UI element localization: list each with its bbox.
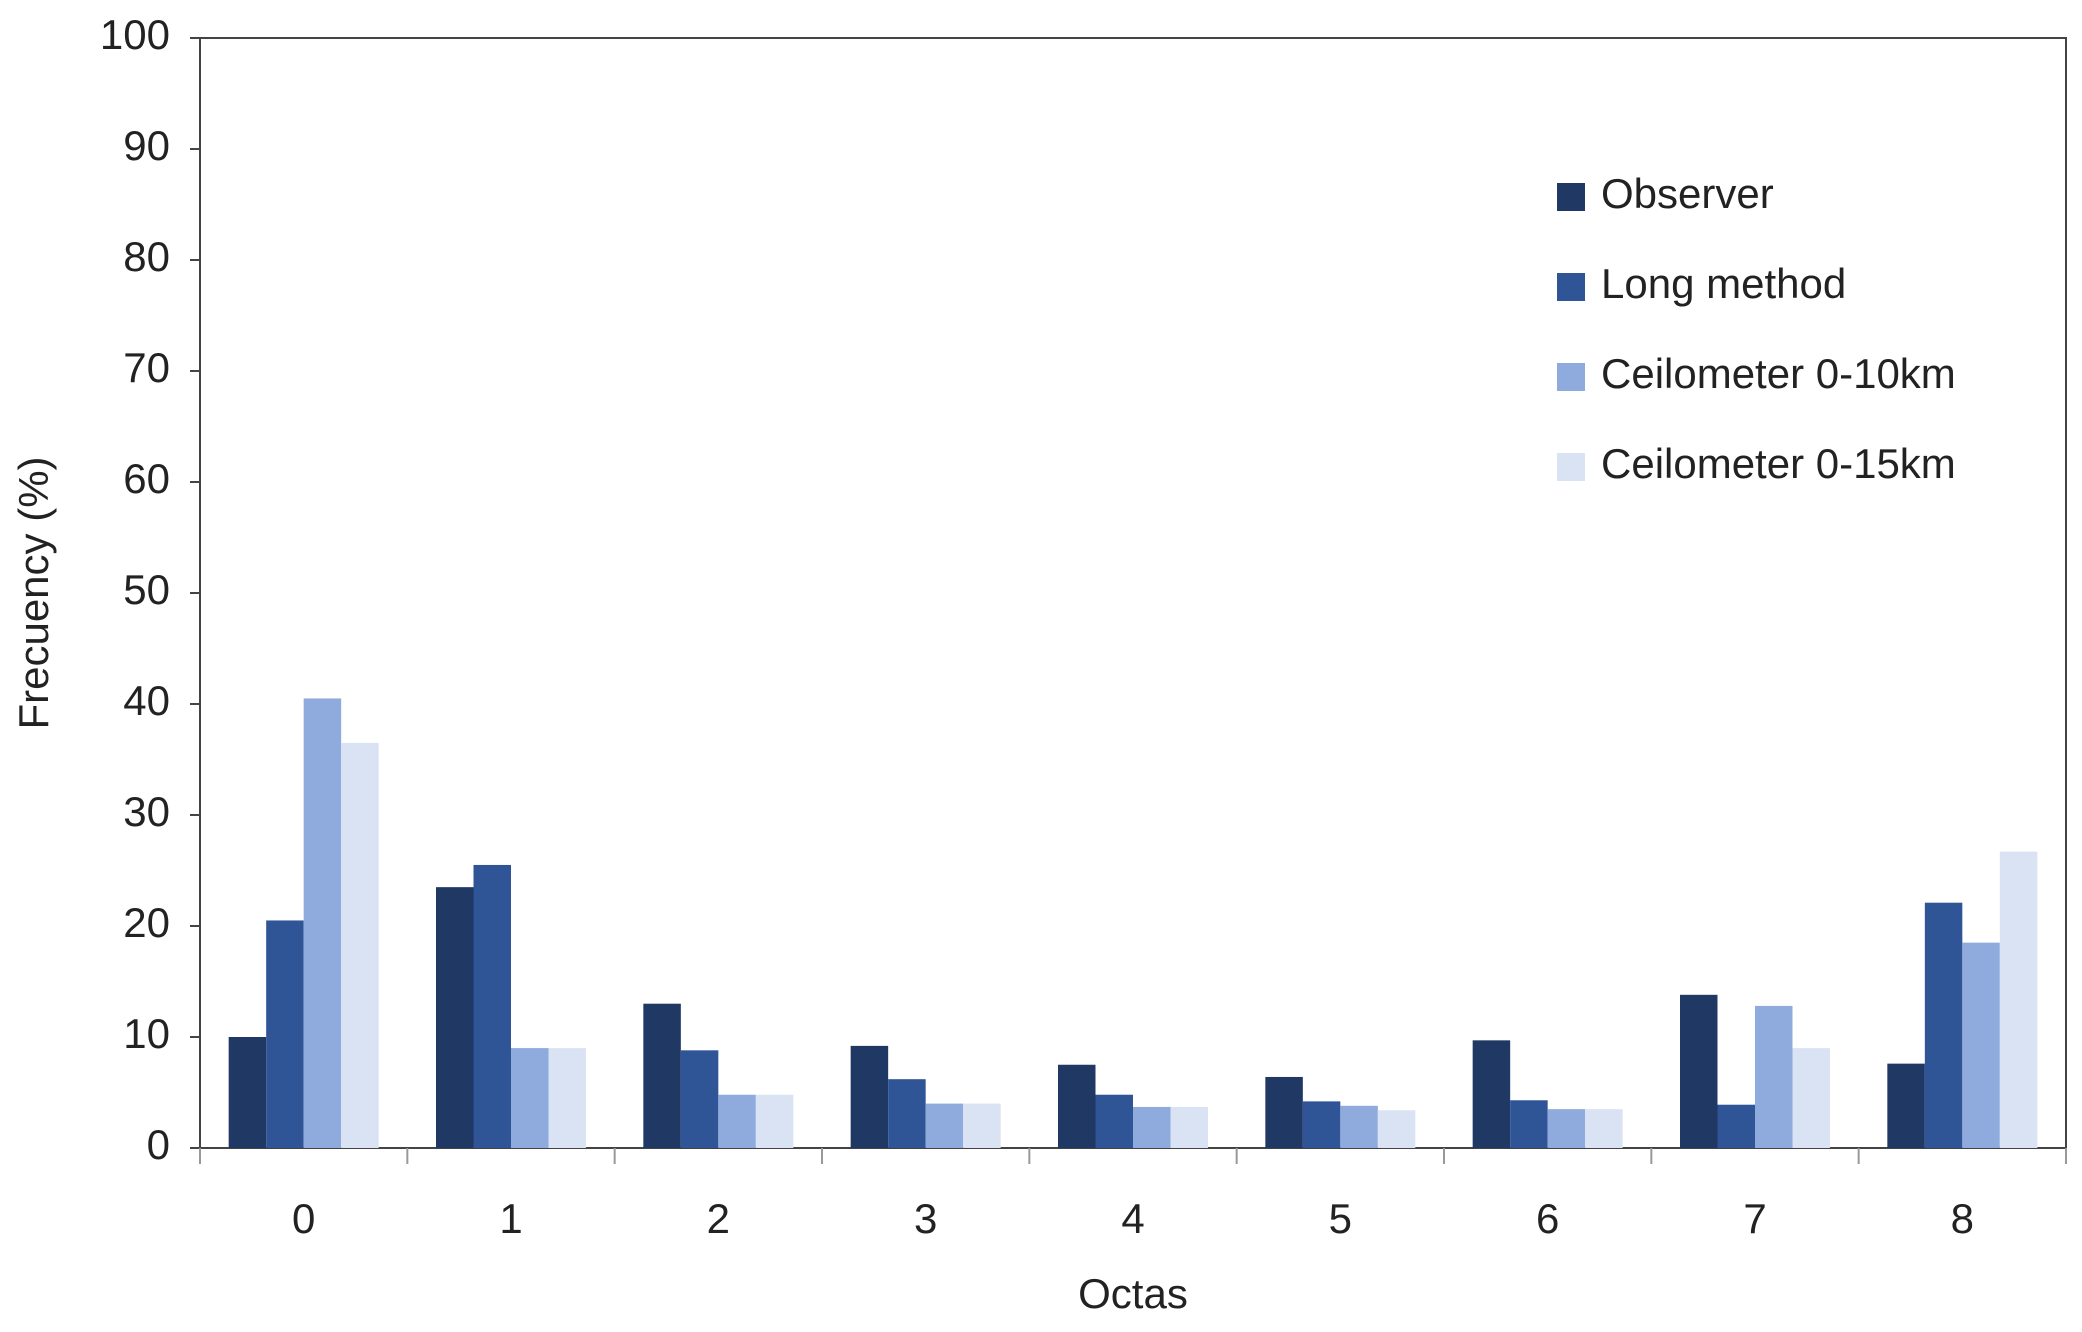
bar [1887, 1063, 1925, 1148]
bar [341, 742, 379, 1148]
y-tick-label: 80 [123, 233, 170, 280]
y-tick-label: 90 [123, 122, 170, 169]
bar [1510, 1100, 1548, 1148]
bar [1792, 1048, 1830, 1148]
bar [1999, 851, 2038, 1148]
x-tick-label: 4 [1121, 1195, 1144, 1242]
bar [1058, 1064, 1096, 1148]
y-axis-label: Frecuency (%) [10, 456, 57, 729]
x-tick-label: 2 [707, 1195, 730, 1242]
legend-swatch [1557, 273, 1585, 301]
bar [1755, 1005, 1793, 1148]
x-tick-label: 7 [1743, 1195, 1766, 1242]
legend-label: Ceilometer 0-15km [1601, 440, 1956, 487]
y-tick-label: 20 [123, 899, 170, 946]
bar [1265, 1076, 1303, 1148]
bar [680, 1050, 719, 1148]
legend-label: Long method [1601, 260, 1846, 307]
legend-label: Observer [1601, 170, 1774, 217]
x-tick-label: 5 [1329, 1195, 1352, 1242]
bar [1680, 994, 1718, 1148]
y-tick-label: 50 [123, 566, 170, 613]
legend-swatch [1557, 453, 1585, 481]
x-axis-label: Octas [1078, 1270, 1188, 1317]
x-tick-label: 6 [1536, 1195, 1559, 1242]
y-tick-label: 60 [123, 455, 170, 502]
bar [1377, 1110, 1416, 1148]
bar [963, 1103, 1001, 1148]
legend-swatch [1557, 183, 1585, 211]
x-tick-label: 0 [292, 1195, 315, 1242]
y-tick-label: 30 [123, 788, 170, 835]
bar [1962, 942, 2000, 1148]
bar [1340, 1105, 1378, 1148]
y-tick-label: 0 [147, 1121, 170, 1168]
bar [1302, 1101, 1341, 1148]
bar [548, 1048, 586, 1148]
bar [1924, 902, 1963, 1148]
bar [511, 1048, 549, 1148]
y-tick-label: 40 [123, 677, 170, 724]
bar [473, 864, 511, 1148]
bar [1472, 1040, 1511, 1148]
y-tick-label: 70 [123, 344, 170, 391]
bar [1717, 1104, 1755, 1148]
bar [850, 1045, 889, 1148]
y-tick-label: 100 [100, 11, 170, 58]
bar [303, 698, 342, 1148]
legend-label: Ceilometer 0-10km [1601, 350, 1956, 397]
bar [1095, 1094, 1133, 1148]
y-tick-label: 10 [123, 1010, 170, 1057]
bar [1547, 1109, 1586, 1148]
x-tick-label: 3 [914, 1195, 937, 1242]
bar [1170, 1106, 1208, 1148]
bar [436, 887, 474, 1148]
bar [1133, 1106, 1171, 1148]
bar [888, 1079, 926, 1148]
bar [1585, 1109, 1623, 1148]
bar [643, 1003, 681, 1148]
legend-swatch [1557, 363, 1585, 391]
bar [228, 1037, 267, 1148]
bar [266, 920, 304, 1148]
bar [755, 1094, 794, 1148]
bar [925, 1103, 964, 1148]
bar [718, 1094, 756, 1148]
x-tick-label: 1 [499, 1195, 522, 1242]
x-tick-label: 8 [1951, 1195, 1974, 1242]
